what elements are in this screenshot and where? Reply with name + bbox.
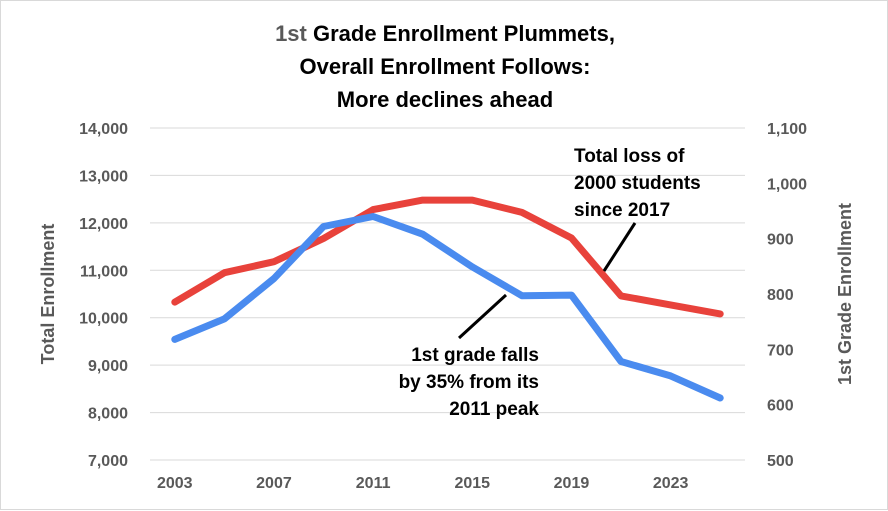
chart-title: 1st Grade Enrollment Plummets, Overall E… (275, 21, 615, 112)
left-tick-label: 9,000 (88, 358, 128, 375)
right-tick-label: 900 (767, 232, 794, 249)
annotation-pointer-first-grade (459, 295, 506, 338)
left-tick-label: 10,000 (79, 311, 128, 328)
left-tick-label: 14,000 (79, 121, 128, 138)
left-tick-label: 7,000 (88, 453, 128, 470)
series-line-first-grade (175, 217, 720, 399)
right-axis-ticks: 500 600 700 800 900 1,000 1,100 (767, 121, 807, 470)
annotation-first-grade-line-2: by 35% from its (399, 372, 539, 393)
annotation-total-loss-line-2: 2000 students (574, 173, 701, 194)
annotation-total-loss-line-3: since 2017 (574, 200, 670, 221)
annotation-total-loss: Total loss of 2000 students since 2017 (574, 146, 701, 221)
x-tick-label: 2007 (256, 475, 292, 492)
right-tick-label: 800 (767, 287, 794, 304)
series-layer (175, 200, 721, 398)
annotation-first-grade-line-3: 2011 peak (449, 399, 539, 420)
right-tick-label: 1,100 (767, 121, 807, 138)
x-tick-label: 2011 (356, 475, 391, 492)
annotation-first-grade-line-1: 1st grade falls (411, 345, 539, 366)
left-tick-label: 11,000 (80, 263, 128, 280)
right-axis-title: 1st Grade Enrollment (835, 203, 855, 385)
left-tick-label: 12,000 (79, 216, 128, 233)
chart-title-line-3: More declines ahead (337, 87, 553, 112)
left-axis-title: Total Enrollment (38, 224, 58, 365)
right-tick-label: 700 (767, 342, 794, 359)
annotation-first-grade: 1st grade falls by 35% from its 2011 pea… (399, 345, 540, 420)
left-tick-label: 8,000 (88, 406, 128, 423)
x-axis-ticks: 2003 2007 2011 2015 2019 2023 (157, 475, 689, 492)
chart-title-line-2: Overall Enrollment Follows: (300, 54, 591, 79)
chart-title-accent: 1st (275, 21, 307, 46)
annotation-pointer-total-loss (604, 223, 635, 271)
right-tick-label: 500 (767, 453, 794, 470)
annotation-total-loss-line-1: Total loss of (574, 146, 685, 167)
chart-title-line-1: 1st Grade Enrollment Plummets, (275, 21, 615, 46)
right-tick-label: 1,000 (767, 176, 807, 193)
x-tick-label: 2019 (554, 475, 590, 492)
x-tick-label: 2015 (454, 475, 490, 492)
x-tick-label: 2003 (157, 475, 193, 492)
left-tick-label: 13,000 (79, 168, 128, 185)
x-tick-label: 2023 (653, 475, 689, 492)
left-axis-ticks: 7,000 8,000 9,000 10,000 11,000 12,000 13,000 1… (79, 121, 128, 470)
chart-title-line-1-rest: Grade Enrollment Plummets, (307, 21, 615, 46)
right-tick-label: 600 (767, 398, 794, 415)
